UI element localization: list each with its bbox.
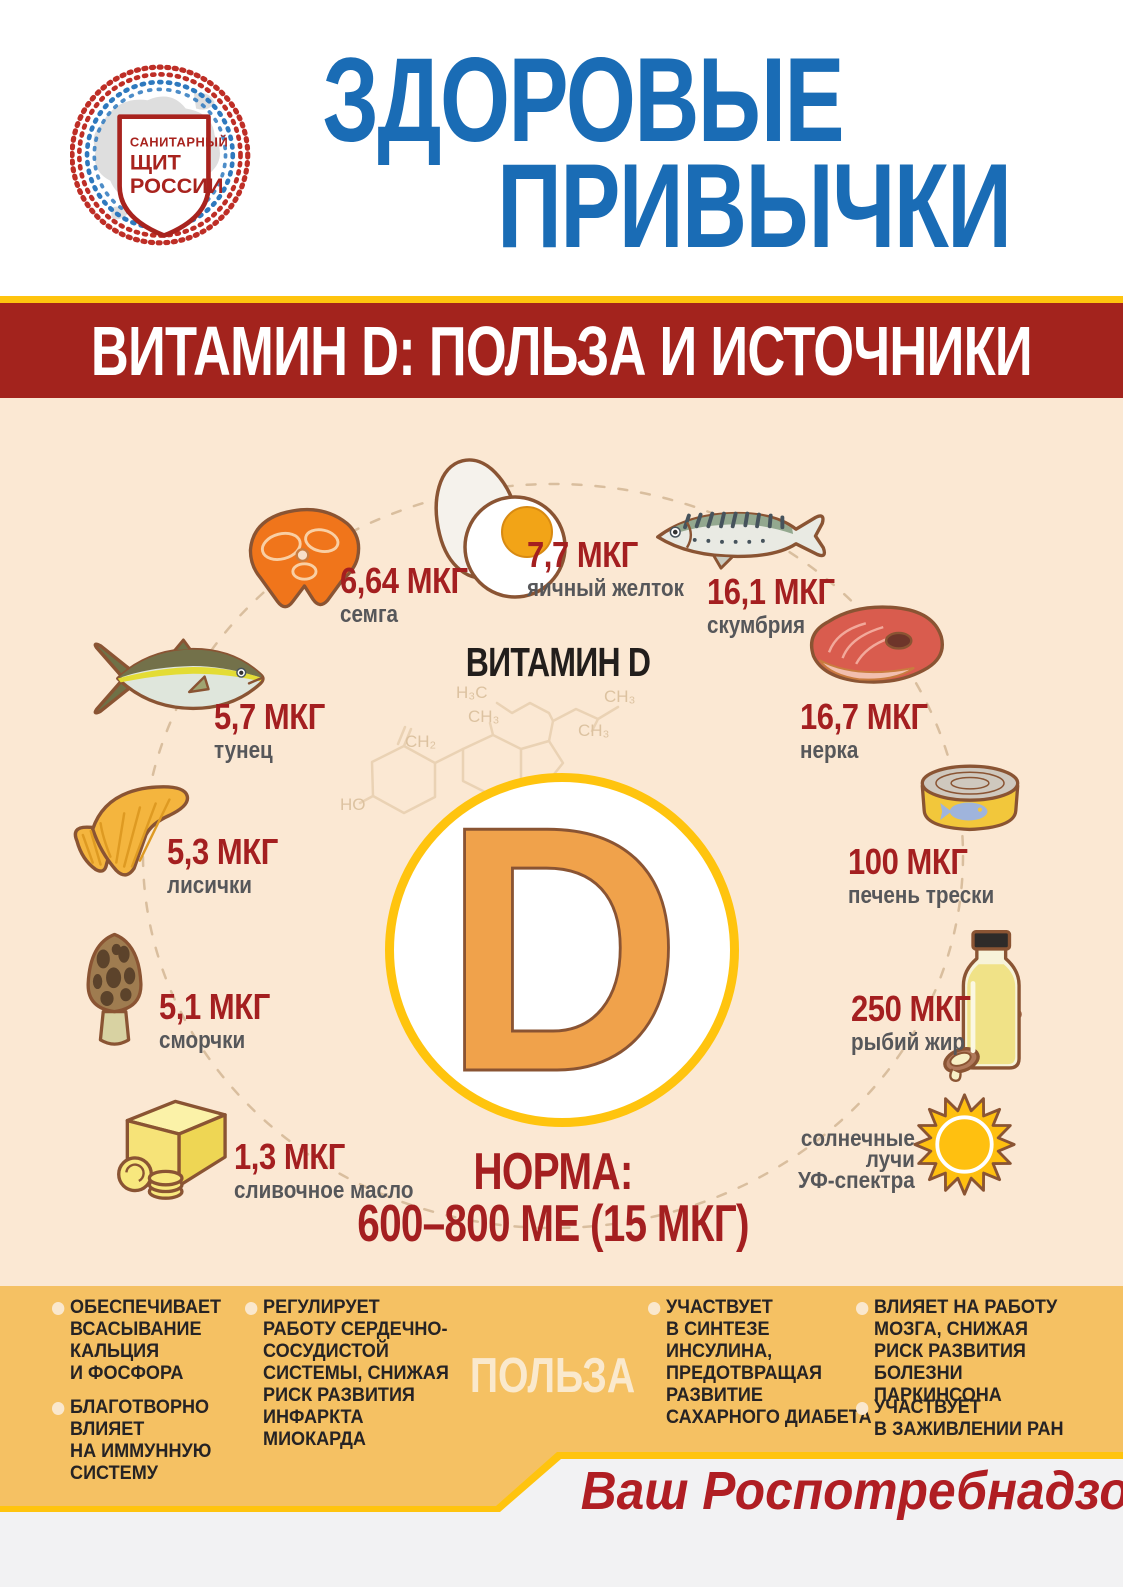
source-name: яичный желток bbox=[527, 575, 684, 602]
source-item-sockeye: 16,7 МКГ нерка bbox=[800, 698, 928, 764]
source-value: 7,7 МКГ bbox=[527, 534, 638, 575]
source-value: 100 МКГ bbox=[848, 841, 968, 882]
source-value: 5,1 МКГ bbox=[159, 986, 270, 1027]
source-value: 6,64 МКГ bbox=[340, 560, 468, 601]
section-banner: ВИТАМИН D: ПОЛЬЗА И ИСТОЧНИКИ bbox=[0, 296, 1123, 398]
source-value: 16,7 МКГ bbox=[800, 696, 928, 737]
source-name: сливочное масло bbox=[234, 1177, 414, 1204]
benefit-item: УЧАСТВУЕТ В СИНТЕЗЕ ИНСУЛИНА, ПРЕДОТВРАЩ… bbox=[648, 1297, 873, 1429]
benefit-item: ВЛИЯЕТ НА РАБОТУ МОЗГА, СНИЖАЯ РИСК РАЗВ… bbox=[856, 1297, 1078, 1407]
molecule-label: HO bbox=[340, 795, 366, 814]
sun-icon bbox=[913, 1093, 1016, 1196]
source-item-tuna: 5,7 МКГ тунец bbox=[214, 698, 325, 764]
source-value: 5,3 МКГ bbox=[167, 831, 278, 872]
molecule-label: CH₃ bbox=[604, 687, 636, 706]
vitamin-d-letter: D bbox=[441, 754, 684, 1145]
source-item-egg-yolk: 7,7 МКГ яичный желток bbox=[527, 536, 684, 602]
source-name: лисички bbox=[167, 872, 252, 899]
source-value: 16,1 МКГ bbox=[707, 571, 835, 612]
source-item-mackerel: 16,1 МКГ скумбрия bbox=[707, 573, 835, 639]
sanitary-shield-logo-icon: САНИТАРНЫЙ ЩИТ РОССИИ bbox=[69, 64, 251, 246]
org-logo: САНИТАРНЫЙ ЩИТ РОССИИ bbox=[69, 63, 256, 249]
cod-liver-can-icon bbox=[920, 764, 1020, 832]
source-name: семга bbox=[340, 601, 399, 628]
chanterelles-icon bbox=[73, 785, 190, 877]
source-item-morels: 5,1 МКГ сморчки bbox=[159, 988, 270, 1054]
poster-title-line2: ПРИВЫЧКИ bbox=[496, 139, 1012, 273]
poster-title-line1: ЗДОРОВЫЕ bbox=[322, 33, 845, 167]
mackerel-icon bbox=[656, 511, 827, 570]
source-name: печень трески bbox=[848, 882, 995, 909]
banner-title: ВИТАМИН D: ПОЛЬЗА И ИСТОЧНИКИ bbox=[90, 311, 1033, 390]
molecule-label: CH₃ bbox=[578, 721, 610, 740]
rospotrebnadzor-slogan: Ваш Роспотребнадзор bbox=[580, 1461, 1123, 1521]
logo-text-line2: ЩИТ bbox=[130, 149, 182, 174]
egg-yolk-icon bbox=[434, 458, 567, 599]
molecule-label: H₃C bbox=[456, 683, 488, 702]
norm-value: 600–800 МЕ (15 МКГ) bbox=[357, 1195, 749, 1253]
benefit-item: ОБЕСПЕЧИВАЕТ ВСАСЫВАНИЕ КАЛЬЦИЯ И ФОСФОР… bbox=[52, 1297, 236, 1385]
benefit-item: УЧАСТВУЕТ В ЗАЖИВЛЕНИИ РАН bbox=[856, 1397, 1078, 1441]
source-name: скумбрия bbox=[707, 612, 806, 639]
source-value: 5,7 МКГ bbox=[214, 696, 325, 737]
source-value: 1,3 МКГ bbox=[234, 1136, 345, 1177]
benefit-item: РЕГУЛИРУЕТ РАБОТУ СЕРДЕЧНО- СОСУДИСТОЙ С… bbox=[245, 1297, 467, 1451]
norm-label: НОРМА: bbox=[473, 1143, 633, 1201]
logo-text-line3: РОССИИ bbox=[130, 173, 224, 198]
source-name: тунец bbox=[214, 737, 273, 764]
source-value: 250 МКГ bbox=[851, 988, 971, 1029]
source-item-sun-label: солнечные лучи УФ-спектра bbox=[798, 1125, 915, 1193]
morel-icon bbox=[86, 932, 143, 1046]
source-name: рыбий жир bbox=[851, 1029, 966, 1056]
source-item-butter: 1,3 МКГ сливочное масло bbox=[234, 1138, 413, 1204]
molecule-label: CH₂ bbox=[405, 732, 437, 751]
center-heading: ВИТАМИН D bbox=[465, 639, 651, 685]
source-item-cod-liver: 100 МКГ печень трески bbox=[848, 843, 994, 909]
salmon-steak-icon bbox=[248, 507, 361, 609]
vitamin-d-badge: D bbox=[385, 773, 739, 1127]
benefits-heading: ПОЛЬЗА bbox=[469, 1349, 636, 1403]
benefit-item: БЛАГОТВОРНО ВЛИЯЕТ НА ИММУННУЮ СИСТЕМУ bbox=[52, 1397, 246, 1485]
tuna-icon bbox=[93, 638, 265, 715]
source-item-chanterelles: 5,3 МКГ лисички bbox=[167, 833, 278, 899]
sockeye-steak-icon bbox=[809, 605, 944, 684]
butter-icon bbox=[117, 1099, 227, 1200]
fish-oil-bottle-icon bbox=[943, 929, 1022, 1082]
logo-text-line1: САНИТАРНЫЙ bbox=[130, 135, 228, 150]
source-item-salmon: 6,64 МКГ семга bbox=[340, 562, 468, 628]
norm-block: НОРМА: 600–800 МЕ (15 МКГ) bbox=[241, 1146, 865, 1250]
molecule-label: CH₃ bbox=[468, 707, 500, 726]
source-name: сморчки bbox=[159, 1027, 246, 1054]
source-item-fish-oil: 250 МКГ рыбий жир bbox=[851, 988, 971, 1056]
source-name: нерка bbox=[800, 737, 859, 764]
